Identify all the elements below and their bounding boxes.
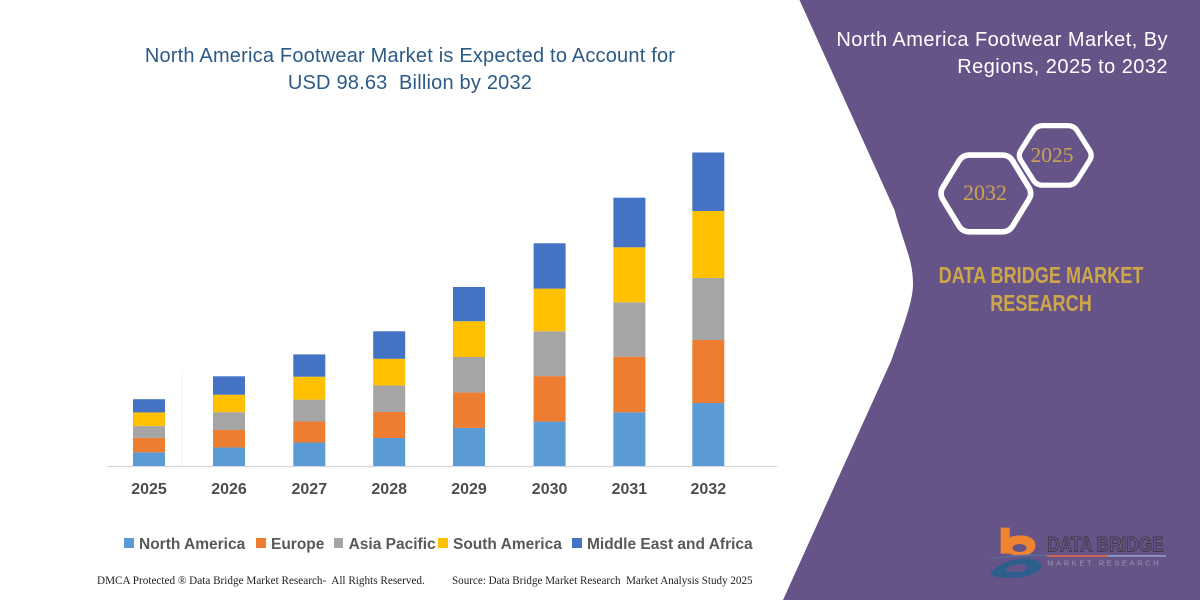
svg-text:MARKET RESEARCH: MARKET RESEARCH xyxy=(1047,559,1161,568)
svg-text:DATA BRIDGE: DATA BRIDGE xyxy=(1047,534,1163,557)
